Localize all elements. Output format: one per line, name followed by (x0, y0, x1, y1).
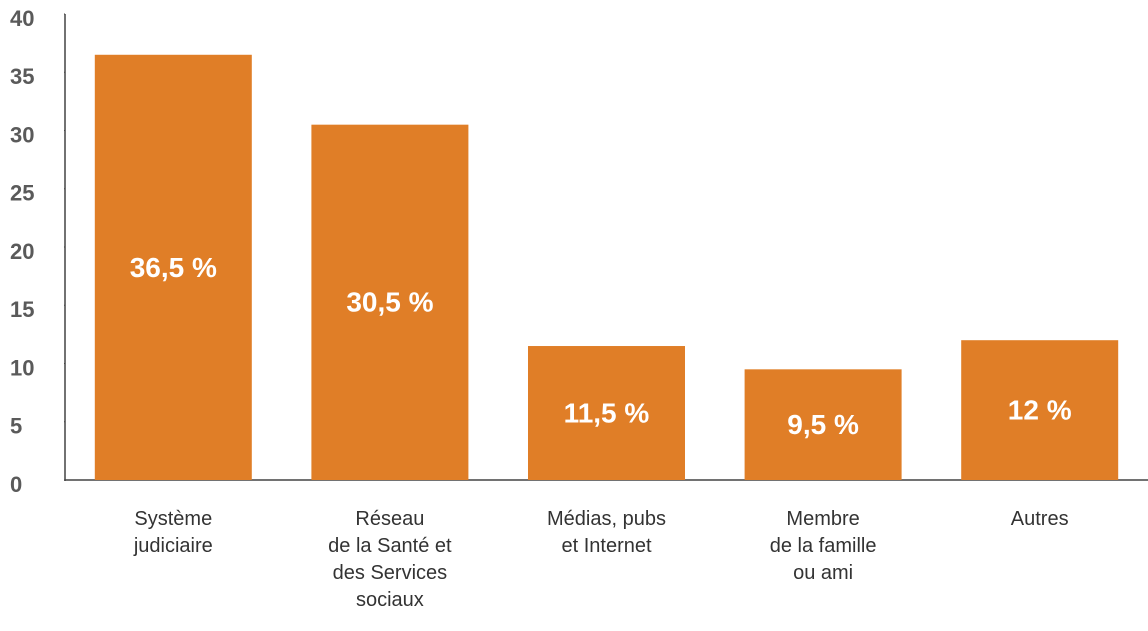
x-tick-label: Médias, pubs et Internet (547, 508, 666, 557)
x-tick-label: Réseau de la Santé et des Services socia… (328, 508, 452, 611)
value-label: 11,5 % (564, 397, 650, 428)
y-tick-label: 5 (10, 414, 22, 439)
y-tick-label: 40 (10, 6, 34, 31)
y-tick-label: 25 (10, 181, 34, 206)
bar (94, 54, 252, 481)
x-tick-label: Système judiciaire (133, 508, 213, 557)
bar (744, 369, 902, 480)
bar (961, 340, 1119, 480)
bar (528, 346, 685, 480)
y-tick-label: 10 (10, 355, 34, 380)
value-label: 36,5 % (130, 252, 217, 283)
y-tick-label: 15 (10, 297, 34, 322)
bar (311, 124, 469, 481)
value-label: 9,5 % (787, 409, 859, 440)
y-tick-label: 30 (10, 122, 34, 147)
x-tick-label: Autres (1010, 508, 1069, 530)
y-tick-label: 20 (10, 239, 34, 264)
y-tick-label: 0 (10, 472, 22, 497)
y-tick-label: 35 (10, 64, 34, 89)
value-label: 12 % (1008, 394, 1072, 425)
x-tick-label: Membre de la famille ou ami (769, 508, 877, 584)
value-label: 30,5 % (346, 287, 433, 318)
